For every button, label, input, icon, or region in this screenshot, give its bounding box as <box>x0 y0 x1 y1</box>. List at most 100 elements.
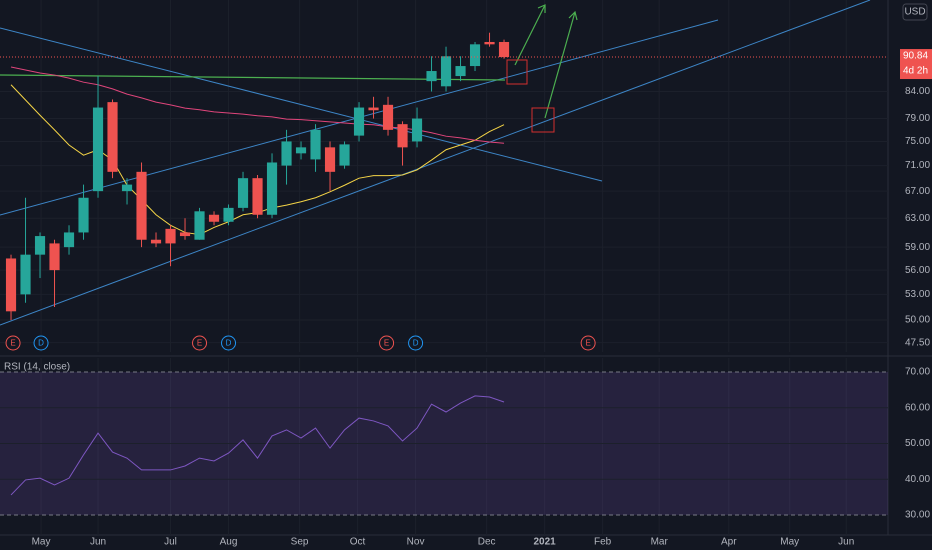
candle-body <box>339 144 350 166</box>
candle-body <box>179 232 191 237</box>
last-price-tag <box>900 49 932 80</box>
candle-body <box>266 162 278 215</box>
drawings <box>0 0 871 326</box>
x-tick-label: Jul <box>164 537 177 548</box>
candle-body <box>426 71 437 82</box>
event-label: E <box>197 339 202 348</box>
candle-body <box>165 228 176 244</box>
y-tick-label: 71.00 <box>905 160 930 171</box>
candle-body <box>469 44 481 67</box>
rsi-title: RSI (14, close) <box>4 362 70 373</box>
event-label: E <box>10 339 15 348</box>
event-marker <box>580 335 596 351</box>
candle-body <box>455 66 466 77</box>
candle-body <box>49 243 60 271</box>
x-tick-label: Dec <box>478 537 496 548</box>
candle-body <box>397 124 408 148</box>
event-marker <box>379 335 395 351</box>
trendline <box>0 0 871 326</box>
candle-body <box>223 207 234 222</box>
y-tick-label: 30.00 <box>905 510 930 521</box>
y-tick-label: 53.00 <box>905 289 930 300</box>
currency: USD <box>904 7 925 18</box>
x-tick-label: Mar <box>651 537 669 548</box>
candle-body <box>411 118 423 142</box>
x-tick-label: 2021 <box>534 537 557 548</box>
y-tick-label: 59.00 <box>905 242 930 253</box>
candle-body <box>440 56 452 87</box>
candle-body <box>121 184 133 192</box>
event-marker <box>33 335 49 351</box>
y-tick-label: 75.00 <box>905 136 930 147</box>
event-marker <box>5 335 21 351</box>
y-tick-label: 56.00 <box>905 265 930 276</box>
x-tick-label: Jun <box>90 537 106 548</box>
grid <box>0 371 888 516</box>
candle-body <box>324 147 336 172</box>
candle-body <box>34 236 46 255</box>
x-tick-label: Nov <box>407 537 425 548</box>
countdown-label: 4d 2h <box>903 66 928 77</box>
y-tick-label: 60.00 <box>905 402 930 413</box>
trendline <box>0 27 603 182</box>
rectangle-drawing <box>531 107 555 133</box>
currency-box[interactable] <box>902 3 928 21</box>
x-tick-label: Aug <box>220 537 238 548</box>
y-tick-label: 84.00 <box>905 86 930 97</box>
rsi-pane <box>0 358 888 535</box>
candle-body <box>136 171 147 240</box>
x-tick-label: Feb <box>594 537 612 548</box>
x-tick-label: May <box>780 537 799 548</box>
candle-body <box>5 258 17 312</box>
y-tick-label: 79.00 <box>905 113 930 124</box>
x-tick-label: Oct <box>350 537 366 548</box>
y-tick-label: 63.00 <box>905 213 930 224</box>
candle-body <box>78 197 89 233</box>
candle-body <box>484 41 495 45</box>
candle-body <box>368 107 379 111</box>
horizontal-line <box>0 74 506 81</box>
y-tick-label: 67.00 <box>905 186 930 197</box>
candle-body <box>20 254 31 295</box>
x-tick-label: Sep <box>291 537 309 548</box>
last-price-label: 90.84 <box>903 51 928 62</box>
event-label: E <box>585 339 590 348</box>
event-label: D <box>226 339 232 348</box>
candle-body <box>107 102 118 172</box>
candle-body <box>208 214 220 222</box>
rectangle-drawing <box>506 59 528 85</box>
arrow <box>544 11 576 119</box>
x-tick-label: May <box>32 537 51 548</box>
candle-body <box>295 147 307 154</box>
event-label: E <box>384 339 389 348</box>
y-tick-label: 50.00 <box>905 315 930 326</box>
y-tick-label: 47.50 <box>905 337 930 348</box>
candle-body <box>63 232 75 248</box>
y-tick-label: 70.00 <box>905 367 930 378</box>
y-tick-label: 40.00 <box>905 474 930 485</box>
candle-body <box>194 211 205 240</box>
rsi-line <box>10 395 505 496</box>
event-marker <box>221 335 237 351</box>
candle-body <box>237 178 249 208</box>
candle-body <box>353 107 365 136</box>
candle-body <box>382 104 394 130</box>
arrow <box>514 4 546 66</box>
event-marker <box>408 335 424 351</box>
arrow-head <box>568 10 578 21</box>
candle-body <box>498 41 510 58</box>
candle-body <box>150 239 162 244</box>
x-tick-label: Jun <box>838 537 854 548</box>
y-tick-label: 50.00 <box>905 438 930 449</box>
candle-body <box>252 178 263 215</box>
candle-body <box>92 107 104 192</box>
candle-body <box>310 129 321 160</box>
event-label: D <box>413 339 419 348</box>
x-tick-label: Apr <box>721 537 737 548</box>
event-marker <box>192 335 208 351</box>
candle-body <box>281 141 292 166</box>
event-label: D <box>38 339 44 348</box>
